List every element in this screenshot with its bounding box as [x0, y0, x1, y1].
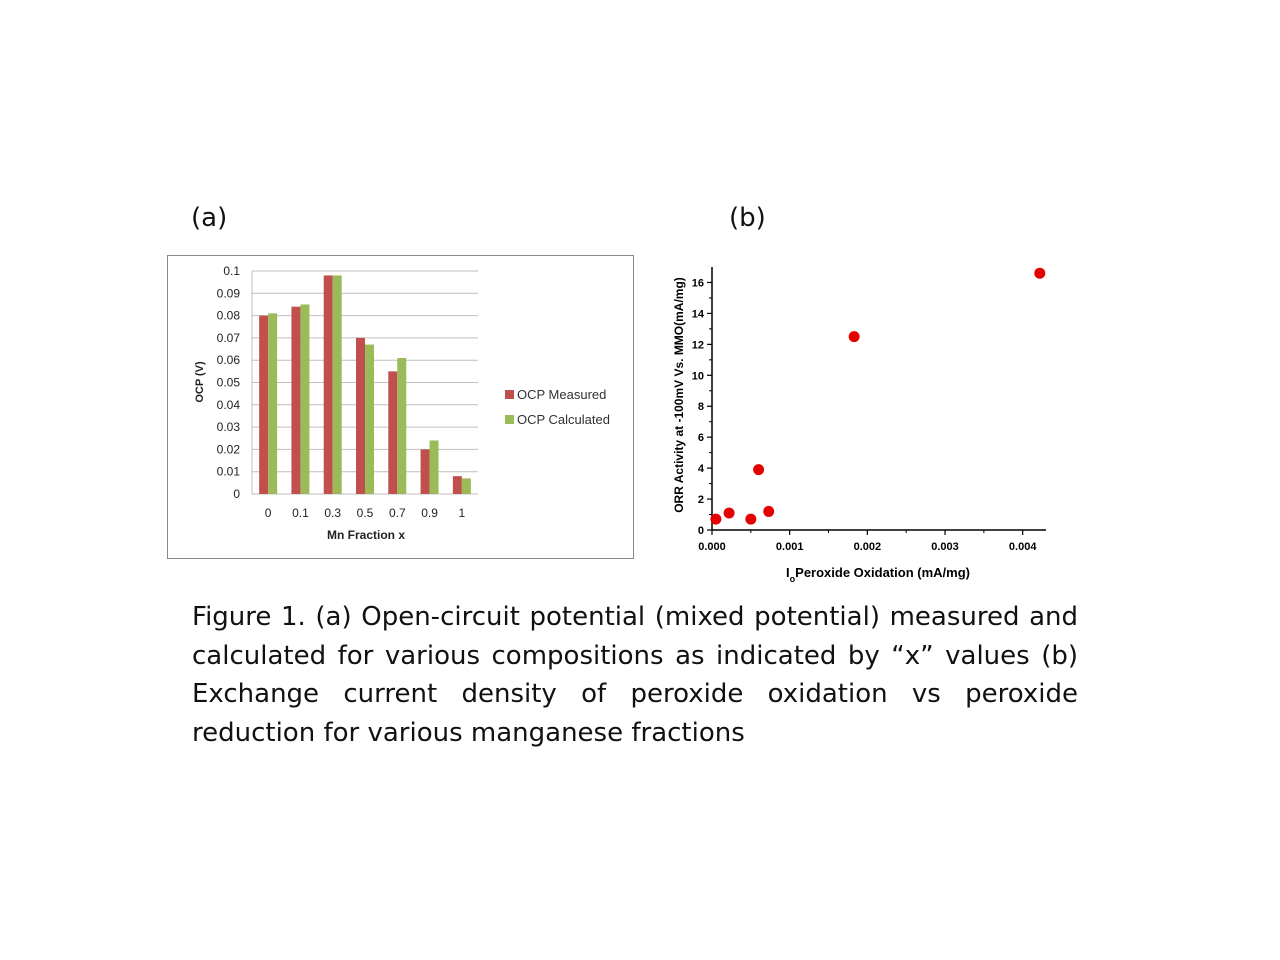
x-tick-label: 0.002 — [854, 541, 882, 553]
y-tick-label: 10 — [692, 370, 704, 382]
x-axis-title: IoPeroxide Oxidation (mA/mg) — [786, 565, 970, 584]
data-point — [848, 331, 860, 343]
y-tick-label: 0.01 — [217, 465, 241, 479]
y-tick-label: 2 — [698, 494, 704, 506]
panel-label-b: (b) — [729, 203, 766, 233]
y-axis-title: ORR Activity at -100mV Vs. MMO(mA/mg) — [672, 277, 686, 513]
data-point — [723, 507, 735, 519]
data-point — [1034, 267, 1046, 279]
x-tick-label: 0.3 — [324, 506, 341, 520]
bar-measured — [388, 371, 398, 494]
bar-measured — [323, 275, 333, 494]
panel-label-a: (a) — [191, 203, 228, 233]
x-tick-label: 0.7 — [389, 506, 406, 520]
y-tick-label: 0.1 — [223, 264, 240, 278]
figure-caption: Figure 1. (a) Open-circuit potential (mi… — [192, 602, 1078, 748]
y-tick-label: 0.04 — [217, 398, 241, 412]
bar-measured — [420, 449, 430, 494]
legend-swatch — [505, 415, 514, 424]
x-tick-label: 0.000 — [698, 541, 726, 553]
y-tick-label: 8 — [698, 401, 704, 413]
y-tick-label: 0 — [698, 525, 704, 537]
data-point — [763, 505, 775, 517]
x-tick-label: 0.5 — [357, 506, 374, 520]
x-tick-label: 1 — [459, 506, 466, 520]
y-tick-label: 0.07 — [217, 331, 241, 345]
y-tick-label: 0.02 — [217, 442, 241, 456]
bar-measured — [259, 315, 269, 494]
bar-measured — [356, 337, 365, 494]
x-tick-label: 0.003 — [931, 541, 959, 553]
data-point — [753, 464, 765, 476]
y-axis-title: OCP (V) — [194, 361, 206, 403]
data-point — [745, 513, 757, 525]
y-tick-label: 4 — [698, 463, 705, 475]
x-tick-label: 0 — [265, 506, 272, 520]
bar-calculated — [429, 440, 439, 494]
y-tick-label: 0.05 — [217, 376, 241, 390]
x-tick-label: 0.004 — [1009, 541, 1037, 553]
y-tick-label: 0.03 — [217, 420, 241, 434]
x-axis-title: Mn Fraction x — [327, 528, 405, 542]
y-tick-label: 14 — [692, 308, 705, 320]
y-tick-label: 0.08 — [217, 309, 241, 323]
x-tick-label: 0.001 — [776, 541, 804, 553]
y-tick-label: 12 — [692, 339, 704, 351]
x-tick-label: 0.1 — [292, 506, 309, 520]
bar-calculated — [365, 344, 374, 494]
y-tick-label: 6 — [698, 432, 704, 444]
bar-measured — [452, 476, 462, 494]
bar-calculated — [268, 313, 278, 494]
bar-measured — [291, 306, 301, 494]
y-tick-label: 16 — [692, 277, 704, 289]
x-tick-label: 0.9 — [421, 506, 438, 520]
legend-swatch — [505, 390, 514, 399]
legend-label: OCP Measured — [517, 387, 606, 402]
bar-calculated — [397, 357, 407, 494]
bar-calculated — [300, 304, 310, 494]
y-tick-label: 0 — [233, 487, 240, 501]
bar-calculated — [332, 275, 342, 494]
y-tick-label: 0.06 — [217, 353, 241, 367]
legend-label: OCP Calculated — [517, 412, 610, 427]
data-point — [710, 513, 722, 525]
y-tick-label: 0.09 — [217, 286, 241, 300]
bar-calculated — [461, 478, 471, 494]
